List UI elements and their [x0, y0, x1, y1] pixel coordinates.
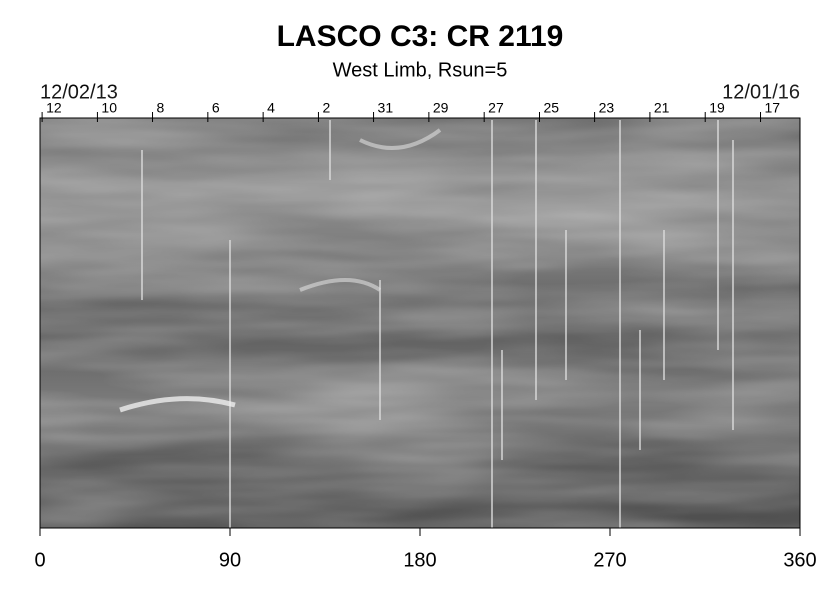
plot-area — [39, 117, 801, 529]
top-tick-label: 23 — [599, 100, 615, 116]
top-tick-label: 2 — [322, 100, 330, 116]
bright-band — [119, 396, 236, 413]
bright-band — [359, 128, 442, 150]
x-tick-label: 180 — [403, 549, 436, 571]
x-tick-label: 270 — [593, 549, 626, 571]
top-tick-label: 29 — [433, 100, 449, 116]
top-tick-label: 19 — [709, 100, 725, 116]
map-texture — [40, 118, 800, 528]
chart-subtitle: West Limb, Rsun=5 — [333, 59, 508, 81]
top-tick-label: 4 — [267, 100, 275, 116]
start-date-label: 12/02/13 — [40, 81, 118, 103]
top-tick-label: 8 — [157, 100, 165, 116]
end-date-label: 12/01/16 — [722, 81, 800, 103]
bright-band — [299, 278, 382, 292]
top-tick-label: 31 — [378, 100, 394, 116]
x-tick-label: 360 — [783, 549, 816, 571]
top-tick-label: 17 — [765, 100, 781, 116]
top-tick-label: 25 — [543, 100, 559, 116]
top-tick-label: 12 — [46, 100, 62, 116]
chart-title: LASCO C3: CR 2119 — [277, 20, 564, 53]
top-tick-label: 21 — [654, 100, 670, 116]
top-tick-label: 27 — [488, 100, 504, 116]
top-tick-label: 10 — [101, 100, 117, 116]
x-tick-label: 90 — [219, 549, 241, 571]
x-tick-label: 0 — [34, 549, 45, 571]
top-tick-label: 6 — [212, 100, 220, 116]
